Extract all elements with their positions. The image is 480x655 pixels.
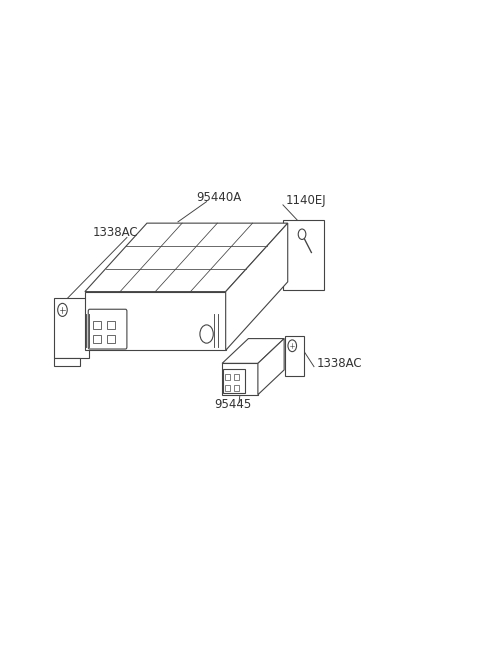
- Bar: [108, 335, 115, 343]
- Polygon shape: [222, 339, 284, 364]
- Polygon shape: [285, 336, 304, 377]
- Bar: [234, 385, 239, 391]
- FancyBboxPatch shape: [88, 309, 127, 349]
- FancyBboxPatch shape: [223, 369, 245, 393]
- Circle shape: [58, 303, 67, 316]
- Polygon shape: [54, 358, 80, 366]
- Polygon shape: [258, 339, 284, 395]
- Polygon shape: [222, 364, 258, 395]
- Circle shape: [200, 325, 213, 343]
- Polygon shape: [85, 223, 288, 291]
- Circle shape: [288, 340, 297, 352]
- Bar: [93, 321, 101, 329]
- Text: 1140EJ: 1140EJ: [285, 194, 326, 207]
- Polygon shape: [283, 220, 324, 290]
- Polygon shape: [54, 298, 89, 358]
- Bar: [234, 375, 239, 381]
- Bar: [225, 385, 230, 391]
- Bar: [108, 321, 115, 329]
- Text: 1338AC: 1338AC: [316, 357, 362, 370]
- Bar: [93, 335, 101, 343]
- Text: 1338AC: 1338AC: [93, 227, 139, 240]
- Polygon shape: [85, 291, 226, 350]
- Text: 95440A: 95440A: [196, 191, 241, 204]
- Bar: [225, 375, 230, 381]
- Text: 95445: 95445: [214, 398, 252, 411]
- Polygon shape: [226, 223, 288, 350]
- Circle shape: [298, 229, 306, 240]
